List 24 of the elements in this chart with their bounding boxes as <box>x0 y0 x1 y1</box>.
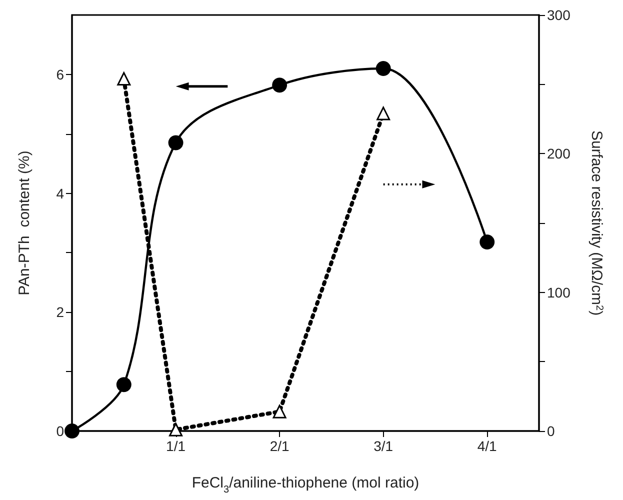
y-tick-label: 6 <box>56 66 64 82</box>
x-tick-label: 2/1 <box>270 438 290 454</box>
y2-tick-label: 100 <box>547 284 571 300</box>
point <box>64 424 80 438</box>
y-tick-label: 4 <box>56 185 64 202</box>
y2-tick-label: 200 <box>547 146 571 162</box>
point <box>117 72 131 86</box>
y-axis-title: PAn-PTh content (%) <box>16 150 33 296</box>
point <box>480 234 495 250</box>
y-tick-label: 2 <box>56 304 64 320</box>
point <box>376 60 391 76</box>
y2-tick-label: 300 <box>547 7 571 23</box>
point <box>168 135 184 150</box>
x-tick-label: 1/1 <box>166 438 186 454</box>
y-tick-label: 0 <box>56 423 64 439</box>
point <box>272 404 286 418</box>
y2-tick-label: 0 <box>547 423 555 439</box>
point <box>116 377 132 392</box>
point <box>272 78 288 93</box>
x-tick-label: 3/1 <box>374 438 394 454</box>
y2-axis-title: Surface resistivity (MΩ/cm2) <box>588 130 605 316</box>
x-tick-label: 4/1 <box>477 438 498 454</box>
point <box>376 106 390 120</box>
point <box>169 422 183 436</box>
